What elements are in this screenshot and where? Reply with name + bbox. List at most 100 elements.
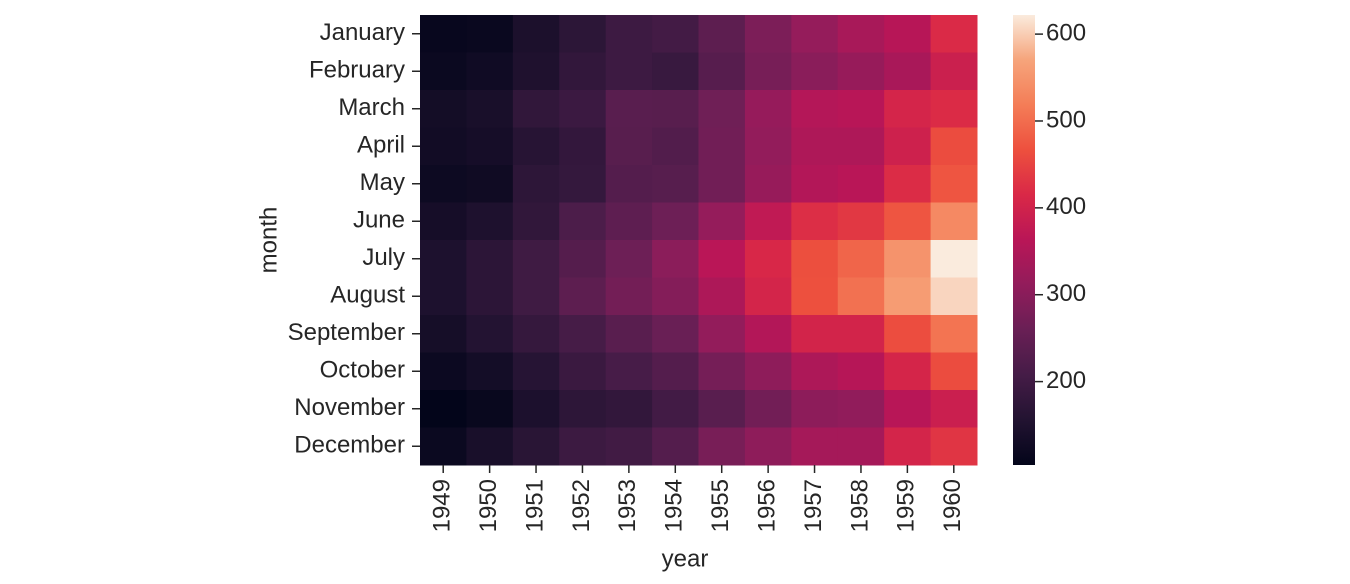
heatmap-cell [791, 127, 839, 166]
heatmap-cell [930, 277, 978, 316]
y-tick-label: September [288, 319, 405, 346]
heatmap-cell [420, 202, 467, 241]
heatmap-cell [698, 165, 746, 203]
x-tick-label: 1956 [753, 479, 780, 532]
heatmap-cell [837, 127, 885, 166]
heatmap-cell [791, 427, 839, 466]
heatmap-cell [791, 315, 839, 353]
heatmap-cell [791, 15, 839, 53]
x-tick-label: 1959 [893, 479, 920, 532]
heatmap-cell [884, 90, 932, 128]
heatmap-cell [791, 165, 839, 203]
heatmap-cell [652, 127, 699, 166]
y-tick-label: August [330, 282, 405, 309]
heatmap-cell [744, 165, 792, 203]
heatmap-cell [698, 427, 746, 466]
heatmap-cell [466, 127, 514, 166]
heatmap-cell [605, 90, 653, 128]
heatmap-cell [698, 202, 746, 241]
heatmap-cell [930, 352, 978, 391]
heatmap-cell [512, 202, 560, 241]
y-tick-label: February [309, 57, 405, 84]
heatmap-cell [884, 165, 932, 203]
heatmap-cell [512, 240, 560, 278]
heatmap-cell [559, 15, 607, 53]
heatmap-cell [466, 52, 514, 91]
heatmap-cell [652, 277, 699, 316]
heatmap-cell [466, 15, 514, 53]
heatmap-cell [652, 390, 699, 428]
heatmap-cell [884, 277, 932, 316]
heatmap-cell [466, 352, 514, 391]
y-tick-label: October [320, 357, 405, 384]
heatmap-cell [930, 15, 978, 53]
heatmap-cell [559, 202, 607, 241]
heatmap-cell [420, 352, 467, 391]
heatmap-cell [559, 52, 607, 91]
heatmap-cell [605, 127, 653, 166]
heatmap-cell [698, 127, 746, 166]
heatmap-cell [652, 165, 699, 203]
y-tick-label: March [338, 94, 405, 121]
heatmap-cell [884, 202, 932, 241]
heatmap-cell [930, 240, 978, 278]
heatmap-cell [698, 90, 746, 128]
heatmap-cell [744, 127, 792, 166]
heatmap-cell [512, 52, 560, 91]
heatmap-cell [652, 352, 699, 391]
heatmap-cell [605, 165, 653, 203]
heatmap-cell [837, 202, 885, 241]
heatmap-cell [559, 240, 607, 278]
heatmap-cell [837, 15, 885, 53]
colorbar-tick-label: 300 [1046, 280, 1086, 307]
heatmap-cell [605, 352, 653, 391]
x-tick-label: 1953 [614, 479, 641, 532]
heatmap-cell [884, 240, 932, 278]
heatmap-cell [837, 52, 885, 91]
x-tick-label: 1954 [661, 479, 688, 532]
heatmap-cell [559, 352, 607, 391]
heatmap-cell [559, 90, 607, 128]
y-tick-label: July [362, 244, 405, 271]
heatmap-cell [420, 427, 467, 466]
heatmap-cell [466, 315, 514, 353]
heatmap-cell [605, 315, 653, 353]
heatmap-cell [559, 390, 607, 428]
heatmap-cell [884, 390, 932, 428]
heatmap-cell [837, 165, 885, 203]
heatmap-cell [420, 315, 467, 353]
heatmap-cell [930, 127, 978, 166]
heatmap-cell [420, 90, 467, 128]
heatmap-cell [930, 202, 978, 241]
heatmap-cell [698, 277, 746, 316]
heatmap-cell [837, 277, 885, 316]
heatmap-cell [466, 165, 514, 203]
heatmap-cell [837, 240, 885, 278]
x-tick-label: 1957 [800, 479, 827, 532]
heatmap-cell [605, 240, 653, 278]
x-tick-label: 1960 [939, 479, 966, 532]
colorbar-tick-label: 200 [1046, 367, 1086, 394]
heatmap-cell [652, 427, 699, 466]
heatmap-cell [744, 202, 792, 241]
heatmap-cell [837, 352, 885, 391]
colorbar-tick-label: 400 [1046, 193, 1086, 220]
heatmap-cell [884, 127, 932, 166]
heatmap-cell [466, 90, 514, 128]
heatmap-cell [930, 427, 978, 466]
heatmap-cell [791, 277, 839, 316]
heatmap-cell [698, 352, 746, 391]
heatmap-cell [420, 52, 467, 91]
heatmap-cell [744, 390, 792, 428]
heatmap-cell [791, 240, 839, 278]
heatmap-cell [466, 277, 514, 316]
heatmap-cell [791, 390, 839, 428]
heatmap-cell [791, 202, 839, 241]
x-tick-label: 1949 [429, 479, 456, 532]
heatmap-cell [791, 352, 839, 391]
heatmap-cell [791, 52, 839, 91]
heatmap-cell [466, 202, 514, 241]
heatmap-cell [512, 90, 560, 128]
heatmap-cell [930, 165, 978, 203]
